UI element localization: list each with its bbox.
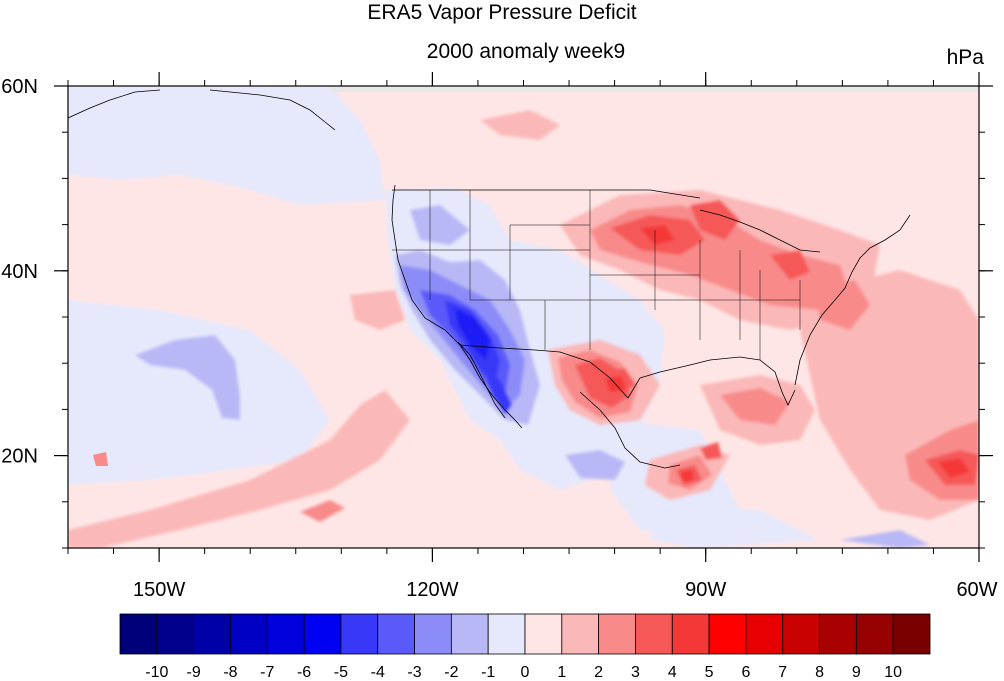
- region-pacific-band-low: [68, 300, 330, 485]
- units-label: hPa: [947, 46, 985, 69]
- region-baja-gulf-l5: [485, 370, 512, 415]
- colorbar-swatch: [819, 613, 857, 655]
- colorbar: -10 -9 -8 -7 -6 -5 -4 -3 -2 -1 0 1 2 3 4 5 6 7 8 9 10: [119, 613, 931, 681]
- map-axes: 150W 120W 90W 60W 60N 40N 20N: [1, 72, 998, 601]
- region-central-america-l4: [680, 470, 694, 482]
- region-mexico-south-l2: [565, 450, 625, 480]
- colorbar-label: 0: [521, 664, 530, 681]
- colorbar-swatch: [782, 613, 820, 655]
- region-caribbean-l4: [938, 458, 970, 478]
- colorbar-swatch: [708, 613, 747, 655]
- colorbar-label: 5: [705, 664, 714, 681]
- colorbar-label: 6: [741, 664, 750, 681]
- state-lines: [392, 190, 801, 360]
- region-mid-atlantic-l2: [815, 280, 870, 330]
- lat-tick-label: 20N: [1, 446, 38, 468]
- colorbar-swatch: [561, 613, 600, 655]
- colorbar-label: 3: [631, 664, 640, 681]
- region-hawaii-pacific-l2: [135, 335, 240, 420]
- coastline-east-us: [794, 214, 911, 386]
- colorbar-label: -3: [407, 664, 421, 681]
- region-pacific-band-l2: [300, 500, 345, 522]
- colorbar-label: 9: [852, 664, 861, 681]
- colorbar-label: 10: [884, 664, 902, 681]
- lon-tick-label: 90W: [685, 579, 726, 601]
- region-gulf-l2: [720, 388, 790, 425]
- region-iowa-l4: [640, 225, 675, 245]
- colorbar-swatch: [524, 613, 563, 655]
- colorbar-label: -1: [481, 664, 495, 681]
- colorbar-swatch: [598, 613, 636, 655]
- coastline-baja: [457, 341, 506, 419]
- us-canada-border: [392, 189, 701, 199]
- coastline-gulf-us: [639, 356, 796, 406]
- colorbar-label: -5: [334, 664, 348, 681]
- colorbar-swatch: [450, 613, 489, 655]
- region-ohio-l3: [770, 250, 810, 280]
- colorbar-swatch: [487, 613, 526, 655]
- us-mexico-border: [459, 344, 641, 399]
- region-pacific-band-l1: [68, 390, 410, 548]
- colorbar-label: -7: [260, 664, 274, 681]
- geography-lines: [68, 89, 911, 469]
- region-caribbean-south-l2: [840, 530, 930, 548]
- colorbar-swatch: [377, 613, 415, 655]
- colorbar-label: -4: [371, 664, 385, 681]
- colorbar-swatch: [635, 613, 673, 655]
- colorbar-swatch: [230, 613, 268, 655]
- colorbar-swatch: [855, 613, 894, 655]
- colorbar-swatch: [745, 613, 784, 655]
- colorbar-label: 7: [778, 664, 787, 681]
- colorbar-label: -2: [444, 664, 458, 681]
- region-central-america-low: [650, 500, 820, 548]
- coastline-west-us: [391, 184, 523, 429]
- colorbar-swatch: [340, 613, 379, 655]
- region-northwest-l2: [410, 205, 470, 245]
- region-baja-core-l6: [455, 308, 490, 360]
- colorbar-label: 8: [815, 664, 824, 681]
- missing-data-strip: [330, 86, 979, 92]
- colorbar-label: -9: [187, 664, 201, 681]
- colorbar-swatch: [892, 613, 931, 655]
- colorbar-label: -6: [297, 664, 311, 681]
- colorbar-swatch: [156, 613, 195, 655]
- region-nw-canada-l1: [480, 110, 560, 140]
- colorbar-swatch: [303, 613, 342, 655]
- colorbar-label: -10: [145, 664, 168, 681]
- colorbar-label: 1: [557, 664, 566, 681]
- lon-tick-label: 150W: [133, 579, 185, 601]
- colorbar-swatch: [119, 613, 158, 655]
- lon-tick-label: 60W: [956, 579, 997, 601]
- coastline-alaska: [68, 89, 336, 131]
- colorbar-label: -8: [223, 664, 237, 681]
- lat-tick-label: 60N: [1, 76, 38, 98]
- colorbar-label: 4: [668, 664, 677, 681]
- region-north-pacific-low: [68, 86, 385, 205]
- region-east-pacific-l1: [350, 290, 405, 330]
- lat-tick-label: 40N: [1, 261, 38, 283]
- positive-anomaly-regions: [68, 110, 979, 548]
- region-wisconsin-l3: [690, 200, 740, 240]
- colorbar-swatch: [414, 613, 452, 655]
- figure-title: ERA5 Vapor Pressure Deficit: [367, 1, 636, 24]
- figure-subtitle: 2000 anomaly week9: [427, 40, 625, 63]
- great-lakes: [699, 209, 821, 253]
- colorbar-swatch: [266, 613, 305, 655]
- lon-tick-label: 120W: [406, 579, 458, 601]
- colorbar-swatch: [671, 613, 710, 655]
- region-hawaii-l3: [93, 452, 108, 466]
- colorbar-swatch: [193, 613, 231, 655]
- map-panel: [68, 86, 979, 548]
- colorbar-label: 2: [594, 664, 603, 681]
- region-honduras-l3: [700, 442, 722, 460]
- coastline-mexico-gulf: [579, 391, 681, 469]
